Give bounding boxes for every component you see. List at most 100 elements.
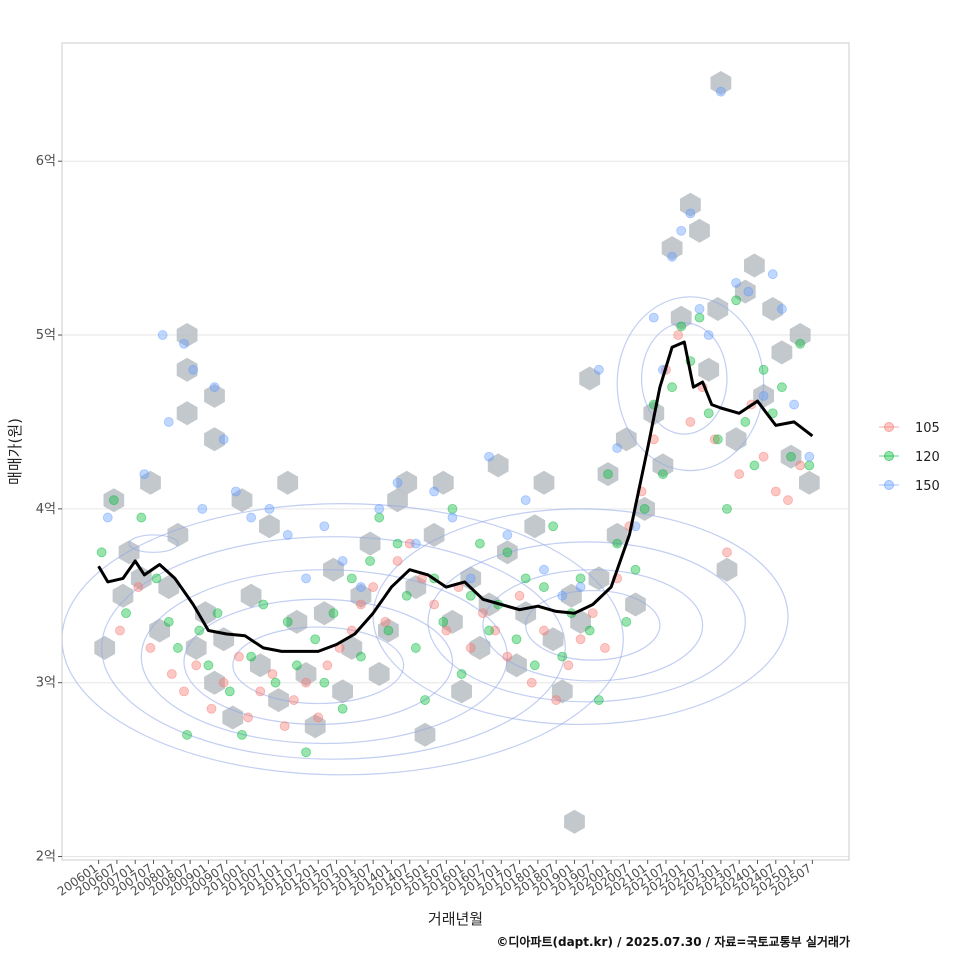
- hexbin-cell: [716, 557, 738, 582]
- hexbin-cell: [222, 705, 244, 730]
- hexbin-cell: [533, 470, 555, 495]
- data-point-105: [575, 634, 586, 645]
- data-point-120: [401, 590, 412, 601]
- data-point-150: [374, 503, 385, 514]
- data-point-120: [447, 503, 458, 514]
- data-point-150: [319, 521, 330, 532]
- data-point-150: [767, 269, 778, 280]
- data-point-150: [465, 573, 476, 584]
- hexbin-cell: [204, 383, 225, 408]
- hexbin-cell: [442, 609, 463, 634]
- data-point-120: [593, 695, 604, 705]
- hexbin-cell: [103, 488, 125, 513]
- data-point-150: [703, 330, 714, 340]
- density-contour: [232, 626, 405, 705]
- hexbin-cell: [707, 297, 729, 321]
- trend-line: [97, 340, 814, 653]
- data-point-120: [667, 382, 677, 393]
- data-point-120: [676, 321, 687, 332]
- data-point-105: [267, 669, 278, 679]
- data-point-150: [715, 86, 726, 97]
- density-contour: [525, 589, 661, 661]
- data-point-150: [301, 573, 311, 584]
- y-tick-label: 4억: [36, 502, 56, 517]
- y-tick-label: 2억: [36, 850, 56, 865]
- hexbin-cell: [368, 662, 390, 686]
- data-point-120: [246, 651, 257, 662]
- data-point-120: [203, 660, 214, 671]
- hexbin-cell: [277, 470, 299, 495]
- data-point-120: [151, 573, 162, 584]
- data-point-120: [374, 512, 385, 523]
- data-point-105: [770, 486, 781, 497]
- data-point-105: [429, 599, 440, 610]
- data-point-150: [685, 208, 696, 219]
- data-point-105: [722, 547, 732, 558]
- data-point-150: [520, 495, 531, 506]
- data-point-120: [639, 503, 650, 514]
- data-point-120: [612, 538, 623, 549]
- data-point-105: [115, 625, 125, 636]
- data-point-150: [163, 417, 174, 427]
- legend-key-dot-105: [884, 422, 894, 432]
- hexbin-cell: [112, 583, 134, 608]
- data-point-120: [319, 677, 330, 688]
- data-point-120: [456, 669, 467, 679]
- data-point-150: [246, 512, 257, 523]
- hexbin-cell: [606, 522, 628, 547]
- data-point-120: [212, 608, 223, 619]
- data-point-120: [575, 573, 586, 584]
- hexbin-cell: [94, 635, 116, 660]
- data-point-105: [514, 590, 525, 601]
- data-point-120: [194, 625, 205, 636]
- data-point-105: [587, 608, 598, 619]
- data-point-105: [218, 677, 229, 688]
- hexbin-cell: [661, 236, 683, 261]
- data-point-150: [776, 304, 787, 314]
- hexbin-cell: [762, 297, 784, 321]
- hexbin-cell: [551, 679, 573, 704]
- data-point-150: [410, 538, 421, 549]
- data-point-105: [322, 660, 333, 671]
- data-point-105: [392, 556, 403, 566]
- data-point-120: [237, 729, 247, 740]
- hexbin-cell: [176, 323, 198, 347]
- y-tick-label: 6억: [36, 154, 56, 169]
- hexbin-cell: [451, 679, 472, 704]
- hexbin-cell: [469, 635, 491, 660]
- hexbin-cell: [185, 635, 207, 660]
- data-point-120: [712, 434, 723, 445]
- data-point-120: [136, 512, 147, 523]
- data-point-150: [676, 225, 687, 236]
- data-point-120: [270, 677, 281, 688]
- hexbin-cell: [118, 540, 140, 565]
- data-point-120: [502, 547, 513, 558]
- scatter-points-layer: [96, 86, 815, 758]
- data-point-120: [694, 312, 705, 323]
- data-point-120: [337, 703, 348, 714]
- data-point-105: [685, 417, 696, 427]
- legend-key-dot-150: [884, 480, 894, 490]
- data-point-120: [420, 695, 430, 705]
- data-point-150: [188, 364, 199, 375]
- data-point-120: [438, 616, 449, 627]
- data-point-105: [356, 599, 366, 610]
- data-point-150: [197, 503, 208, 514]
- data-point-120: [182, 729, 192, 740]
- data-point-120: [96, 547, 107, 558]
- hexbin-cell: [140, 470, 161, 495]
- data-point-105: [526, 677, 537, 688]
- legend-key-dot-120: [884, 451, 894, 461]
- hexbin-cell: [689, 218, 710, 243]
- data-point-105: [600, 643, 610, 653]
- hexbin-cell: [359, 531, 381, 556]
- data-point-120: [740, 417, 751, 427]
- data-point-150: [593, 364, 604, 375]
- hexbin-cell: [378, 618, 399, 643]
- data-point-150: [102, 512, 113, 523]
- hexbin-cell: [524, 514, 546, 539]
- data-point-120: [658, 469, 668, 479]
- data-point-120: [121, 608, 131, 619]
- data-point-120: [722, 503, 732, 514]
- data-point-150: [264, 503, 275, 514]
